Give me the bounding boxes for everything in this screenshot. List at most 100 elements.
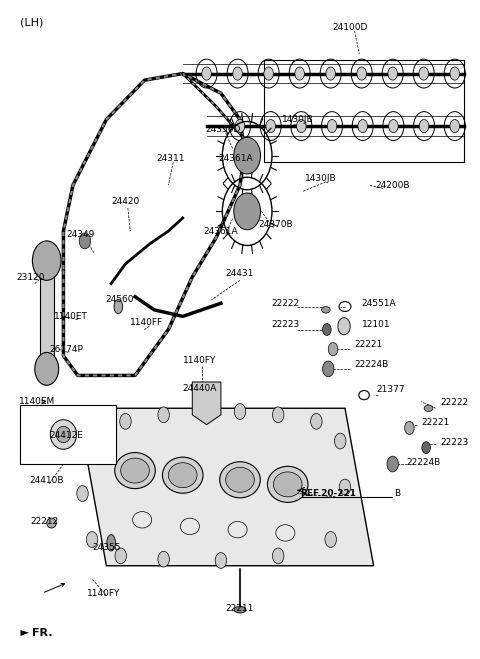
Bar	[21, 405, 116, 464]
Bar	[264, 61, 464, 162]
Circle shape	[328, 343, 338, 356]
Circle shape	[339, 479, 351, 495]
Text: 22221: 22221	[421, 418, 450, 427]
Circle shape	[120, 413, 131, 429]
Text: 24100D: 24100D	[332, 23, 368, 32]
Text: 1430JB: 1430JB	[281, 115, 313, 124]
Polygon shape	[21, 630, 29, 636]
Text: 24370B: 24370B	[258, 220, 293, 229]
Text: 24551A: 24551A	[362, 299, 396, 308]
Text: 22222: 22222	[441, 399, 468, 407]
Ellipse shape	[220, 462, 260, 498]
Text: 24412E: 24412E	[49, 431, 83, 440]
Circle shape	[323, 324, 331, 335]
Circle shape	[323, 361, 334, 377]
Circle shape	[422, 442, 431, 453]
Text: 24420: 24420	[111, 197, 140, 206]
Circle shape	[327, 119, 337, 132]
Circle shape	[338, 318, 350, 335]
Text: 24410B: 24410B	[29, 476, 64, 485]
Circle shape	[273, 407, 284, 422]
Text: 24560: 24560	[106, 295, 134, 304]
Circle shape	[326, 67, 336, 80]
Circle shape	[86, 532, 98, 548]
Ellipse shape	[115, 453, 156, 488]
Text: 24431: 24431	[226, 270, 254, 278]
Circle shape	[295, 67, 304, 80]
Circle shape	[335, 433, 346, 449]
Ellipse shape	[162, 457, 203, 493]
Text: 24440A: 24440A	[182, 384, 216, 393]
Ellipse shape	[424, 405, 433, 411]
Polygon shape	[39, 257, 54, 369]
Circle shape	[158, 552, 169, 567]
Text: 12101: 12101	[362, 320, 390, 329]
Text: 22224B: 22224B	[406, 457, 440, 467]
Text: 23120: 23120	[17, 273, 45, 281]
Ellipse shape	[107, 534, 116, 551]
Circle shape	[234, 193, 261, 230]
Circle shape	[388, 67, 397, 80]
Circle shape	[91, 426, 103, 442]
Text: 1140EM: 1140EM	[19, 397, 55, 406]
Polygon shape	[78, 408, 373, 565]
Circle shape	[450, 119, 459, 132]
Ellipse shape	[50, 420, 76, 449]
Text: 24200B: 24200B	[375, 181, 410, 190]
Circle shape	[234, 404, 246, 419]
Ellipse shape	[267, 467, 308, 502]
Circle shape	[196, 404, 207, 419]
Circle shape	[33, 241, 61, 280]
Circle shape	[420, 119, 429, 132]
Circle shape	[233, 67, 242, 80]
Ellipse shape	[56, 426, 71, 443]
Text: 21377: 21377	[376, 386, 405, 394]
Circle shape	[266, 119, 276, 132]
Circle shape	[450, 67, 459, 80]
Circle shape	[325, 532, 336, 548]
Circle shape	[297, 119, 306, 132]
Text: 24361A: 24361A	[218, 154, 252, 163]
Circle shape	[405, 421, 414, 434]
Circle shape	[264, 67, 274, 80]
Circle shape	[273, 548, 284, 563]
Ellipse shape	[47, 518, 56, 528]
Text: 22223: 22223	[271, 320, 300, 329]
Text: 24361A: 24361A	[204, 227, 238, 235]
Text: FR.: FR.	[33, 627, 53, 638]
Text: 1140ET: 1140ET	[54, 312, 87, 321]
Text: 22223: 22223	[441, 438, 468, 447]
Circle shape	[235, 119, 245, 132]
Text: 1140FY: 1140FY	[87, 588, 120, 598]
Circle shape	[202, 67, 211, 80]
Circle shape	[358, 119, 368, 132]
Text: 22221: 22221	[355, 340, 383, 349]
Text: 1140FF: 1140FF	[131, 318, 164, 328]
Circle shape	[79, 233, 91, 249]
Circle shape	[35, 353, 59, 386]
Text: 24349: 24349	[66, 230, 94, 239]
Circle shape	[215, 553, 227, 568]
Circle shape	[419, 67, 429, 80]
Ellipse shape	[322, 306, 330, 313]
Circle shape	[115, 548, 126, 563]
Polygon shape	[192, 382, 221, 424]
Circle shape	[357, 67, 366, 80]
Text: 1430JB: 1430JB	[305, 174, 337, 183]
Circle shape	[389, 119, 398, 132]
Text: 22222: 22222	[271, 299, 300, 308]
Ellipse shape	[234, 606, 246, 613]
Text: (LH): (LH)	[21, 18, 44, 28]
Circle shape	[77, 486, 88, 501]
Circle shape	[234, 137, 261, 174]
Text: 22224B: 22224B	[355, 360, 389, 369]
Ellipse shape	[114, 299, 122, 314]
Text: 24350D: 24350D	[205, 125, 241, 134]
Text: 26174P: 26174P	[49, 345, 83, 354]
Circle shape	[311, 413, 322, 429]
Text: REF.20-221: REF.20-221	[300, 489, 356, 498]
Circle shape	[387, 456, 398, 472]
Ellipse shape	[120, 458, 149, 483]
Ellipse shape	[226, 467, 254, 492]
Text: B: B	[394, 489, 400, 498]
